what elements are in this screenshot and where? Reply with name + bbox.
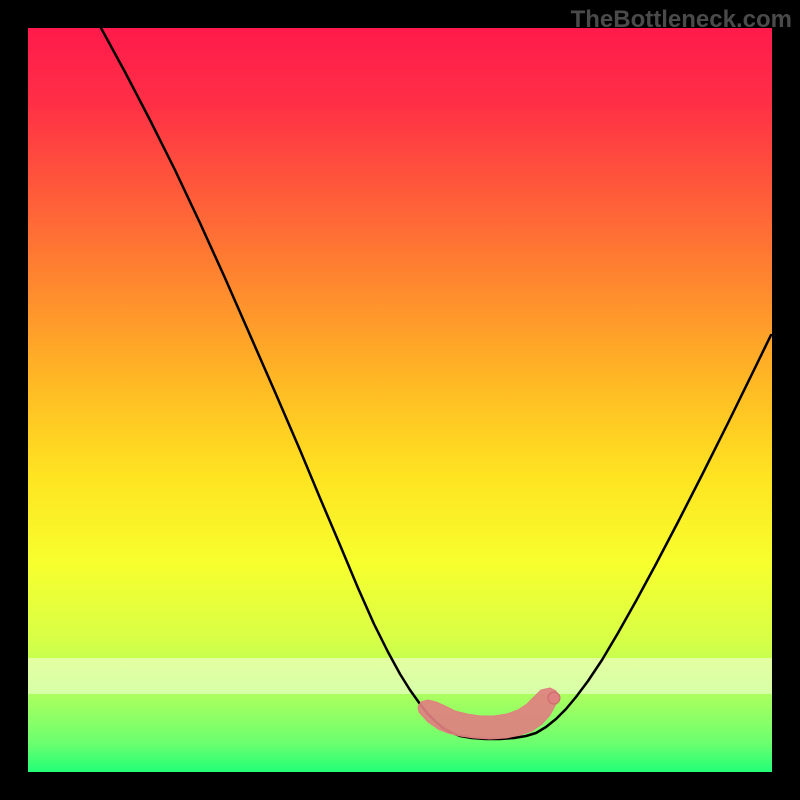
marker-dot <box>548 692 560 704</box>
chart-overlay <box>0 0 800 800</box>
bottleneck-curve <box>101 28 771 739</box>
